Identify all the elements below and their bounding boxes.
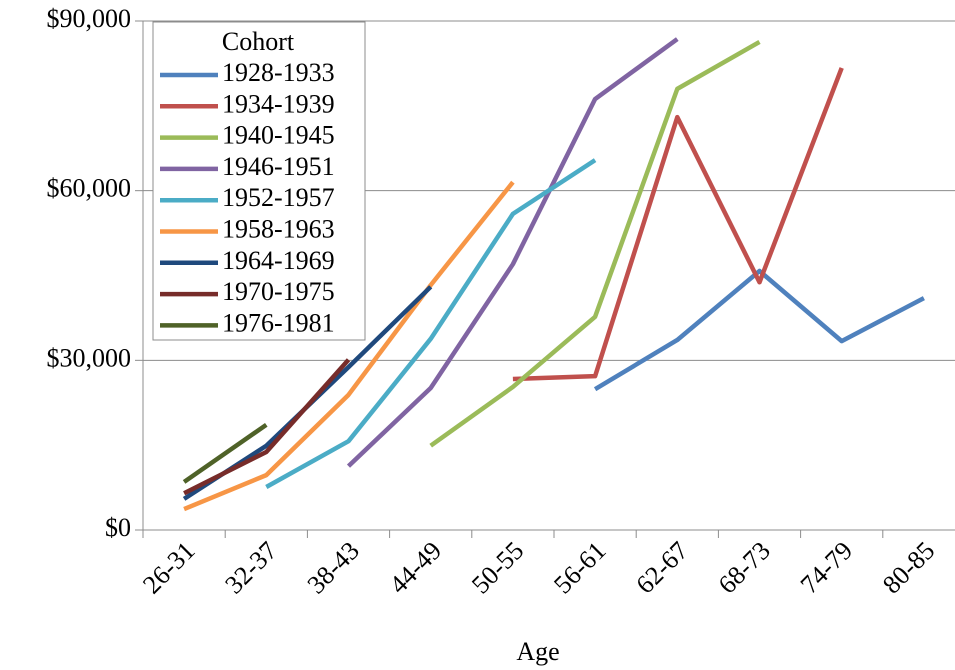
legend-label: 1976-1981 <box>222 308 335 337</box>
legend-title: Cohort <box>222 27 295 56</box>
legend-label: 1940-1945 <box>222 121 335 150</box>
y-tick-label: $30,000 <box>47 343 132 372</box>
legend-label: 1970-1975 <box>222 277 335 306</box>
legend-label: 1952-1957 <box>222 183 335 212</box>
x-axis-label: Age <box>516 637 559 666</box>
x-tick-label: 68-73 <box>713 536 776 599</box>
x-tick-label: 74-79 <box>795 536 858 599</box>
legend-label: 1928-1933 <box>222 58 335 87</box>
series-line <box>429 39 761 448</box>
x-tick-label: 80-85 <box>877 536 940 599</box>
y-tick-label: $60,000 <box>47 174 132 203</box>
x-tick-label: 32-37 <box>219 536 282 599</box>
series-line <box>593 268 925 392</box>
series-line <box>346 37 679 468</box>
legend-label: 1946-1951 <box>222 152 335 181</box>
series-line <box>183 358 351 496</box>
legend-label: 1964-1969 <box>222 246 335 275</box>
x-tick-label: 50-55 <box>466 536 529 599</box>
legend-label: 1958-1963 <box>222 214 335 243</box>
x-tick-label: 62-67 <box>630 536 693 599</box>
legend-label: 1934-1939 <box>222 89 335 118</box>
series-line <box>183 180 515 512</box>
series-line <box>182 422 268 484</box>
x-tick-label: 56-61 <box>548 536 611 599</box>
y-tick-label: $0 <box>105 513 131 542</box>
x-tick-label: 26-31 <box>137 536 200 599</box>
series-line <box>512 67 844 382</box>
x-tick-label: 44-49 <box>384 536 447 599</box>
series-line <box>265 158 597 489</box>
y-tick-label: $90,000 <box>47 4 132 33</box>
x-tick-label: 38-43 <box>302 536 365 599</box>
